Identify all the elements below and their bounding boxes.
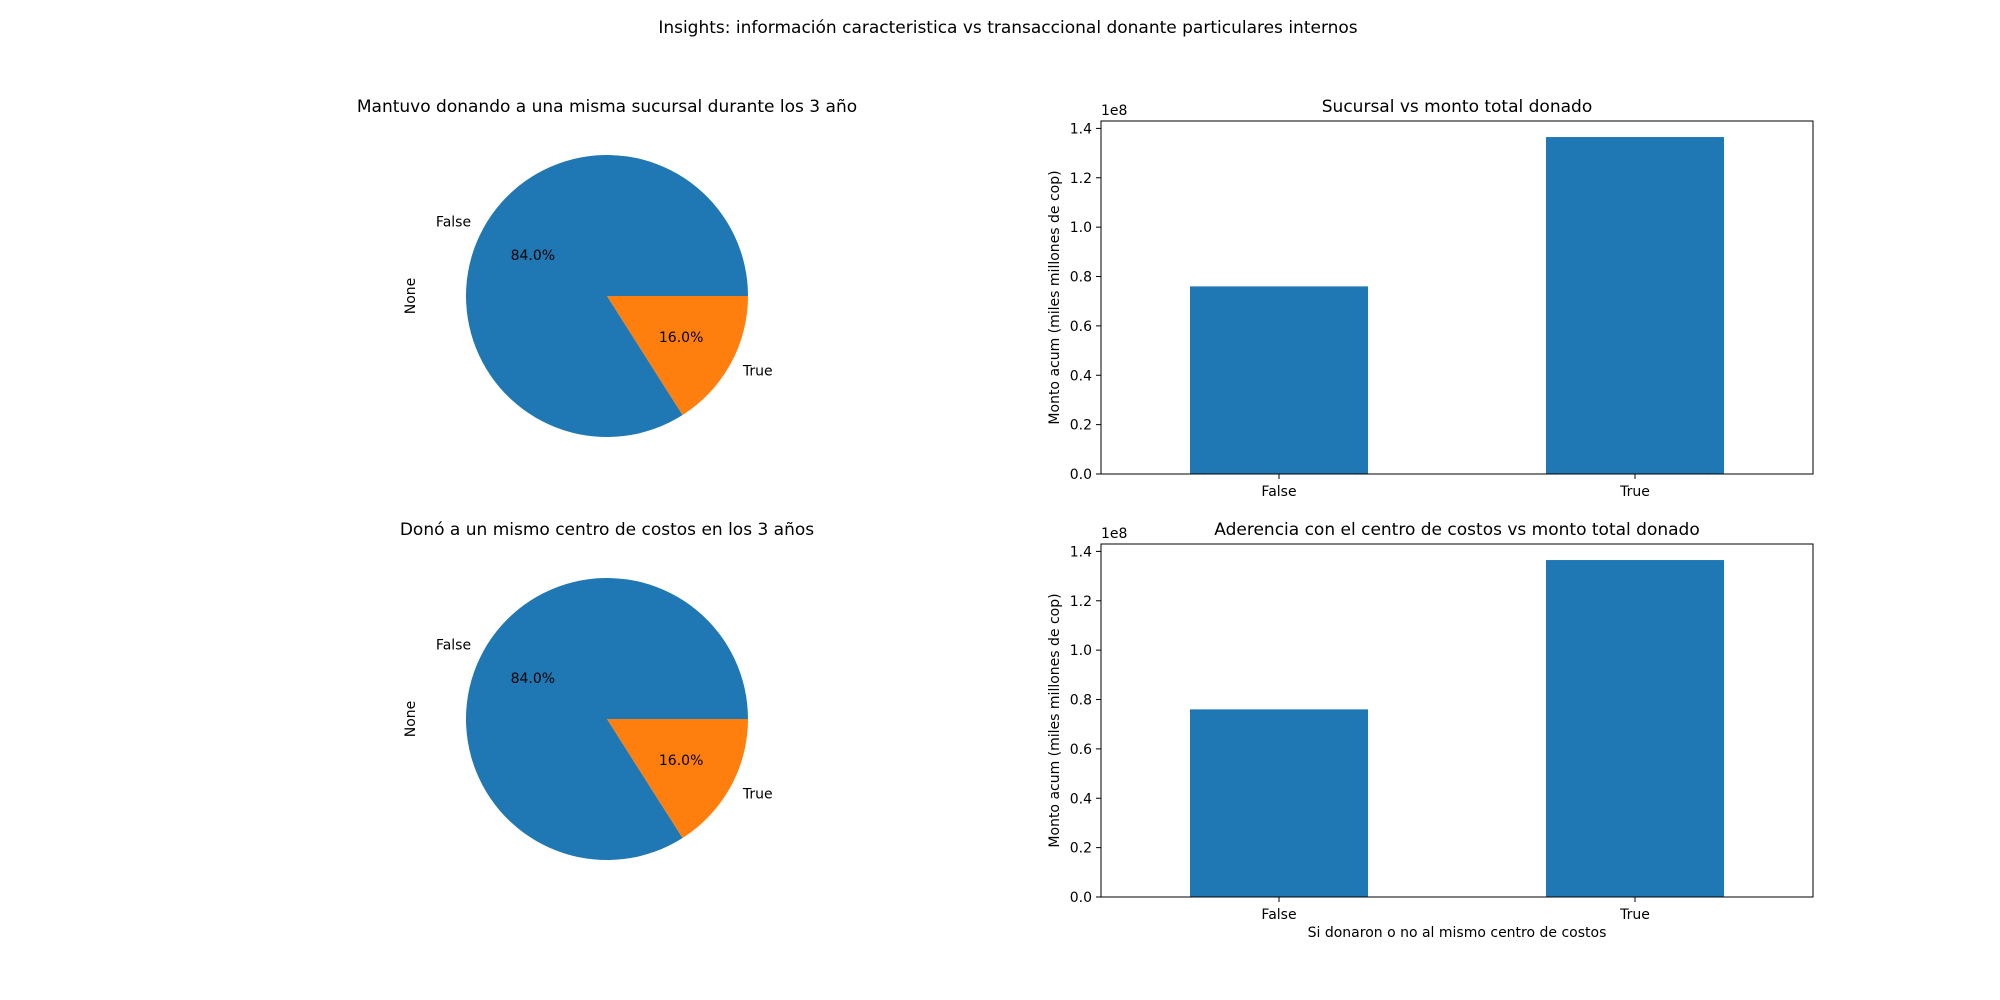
y-tick-label: 0.4 [1070, 368, 1092, 384]
chart-2: Sucursal vs monto total donado False True 0… [1047, 97, 1814, 500]
pie-title: Donó a un mismo centro de costos en los … [400, 520, 814, 540]
bar-xlabel: Si donaron o no al mismo centro de costo… [1308, 925, 1607, 941]
y-tick-label: 0.6 [1070, 319, 1092, 335]
bar-false [1190, 709, 1368, 897]
y-tick-label: 0.2 [1070, 418, 1092, 434]
charts: Mantuvo donando a una misma sucursal dur… [357, 97, 1814, 941]
y-tick-label: 0.8 [1070, 270, 1092, 286]
x-tick-label: True [1619, 484, 1650, 500]
y-tick-label: 0.6 [1070, 742, 1092, 758]
y-tick-label: 1.2 [1070, 171, 1092, 187]
pie-label-false: False [436, 214, 471, 230]
y-tick-label: 0.2 [1070, 841, 1092, 857]
pie-pct-false: 84.0% [511, 248, 555, 264]
x-tick-label: False [1261, 484, 1296, 500]
chart-4: Aderencia con el centro de costos vs mon… [1047, 520, 1814, 941]
bar-true [1546, 560, 1724, 897]
bar-ylabel: Monto acum (miles millones de cop) [1047, 593, 1063, 847]
y-tick-label: 1.0 [1070, 643, 1092, 659]
y-tick-label: 1.2 [1070, 594, 1092, 610]
y-tick-label: 0.8 [1070, 693, 1092, 709]
y-tick-label: 0.0 [1070, 467, 1092, 483]
pie-pct-true: 16.0% [659, 330, 703, 346]
x-tick-label: True [1619, 907, 1650, 923]
y-tick-label: 1.4 [1070, 544, 1092, 560]
pie-slice-false [465, 577, 748, 860]
pie-title: Mantuvo donando a una misma sucursal dur… [357, 97, 857, 117]
bar-true [1546, 137, 1724, 474]
plot-frame [1100, 543, 1814, 898]
bar-ylabel: Monto acum (miles millones de cop) [1047, 170, 1063, 424]
bar-title: Aderencia con el centro de costos vs mon… [1214, 520, 1699, 540]
plot-frame [1100, 120, 1814, 475]
pie-label-true: True [742, 787, 773, 803]
chart-1: Mantuvo donando a una misma sucursal dur… [357, 97, 857, 438]
x-tick-label: False [1261, 907, 1296, 923]
pie-label-true: True [742, 364, 773, 380]
y-tick-label: 1.4 [1070, 121, 1092, 137]
y-tick-label: 0.4 [1070, 791, 1092, 807]
pie-ylabel: None [403, 701, 419, 738]
chart-3: Donó a un mismo centro de costos en los … [400, 520, 814, 860]
pie-label-false: False [436, 637, 471, 653]
y-offset-text: 1e8 [1101, 103, 1127, 119]
pie-pct-false: 84.0% [511, 671, 555, 687]
pie-pct-true: 16.0% [659, 753, 703, 769]
figure-title: Insights: información caracteristica vs … [658, 18, 1357, 38]
pie-slice-true [607, 296, 748, 416]
pie-ylabel: None [403, 278, 419, 315]
bar-false [1190, 286, 1368, 474]
bar-title: Sucursal vs monto total donado [1322, 97, 1592, 117]
y-offset-text: 1e8 [1101, 526, 1127, 542]
y-tick-label: 1.0 [1070, 220, 1092, 236]
y-tick-label: 0.0 [1070, 890, 1092, 906]
pie-slice-true [607, 719, 748, 839]
